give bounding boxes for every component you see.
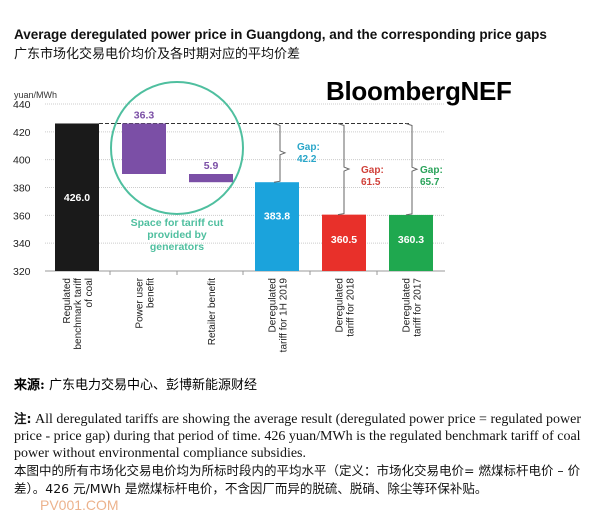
x-tick-label: tariff for 1H 2019 bbox=[279, 278, 290, 353]
chart-title-cn: 广东市场化交易电价均价及各时期对应的平均价差 bbox=[14, 47, 301, 62]
note-label: 注: bbox=[14, 411, 32, 426]
x-tick-label: Deregulated bbox=[335, 278, 346, 332]
source-label: 来源: bbox=[14, 378, 45, 393]
bar-0 bbox=[55, 123, 99, 271]
x-tick-label: Retailer benefit bbox=[207, 278, 218, 345]
bar-2 bbox=[189, 174, 233, 183]
source-text: 广东电力交易中心、彭博新能源财经 bbox=[44, 378, 257, 393]
gap-label: Gap: bbox=[420, 165, 443, 176]
data-label: 426.0 bbox=[64, 192, 90, 204]
data-label: 360.3 bbox=[398, 234, 424, 246]
gap-value: 65.7 bbox=[420, 177, 440, 188]
gap-label: Gap: bbox=[297, 142, 320, 153]
gap-value: 61.5 bbox=[361, 177, 381, 188]
chart-title-en: Average deregulated power price in Guang… bbox=[14, 27, 547, 42]
annotation-text: provided by bbox=[147, 229, 207, 241]
gap-value: 42.2 bbox=[297, 154, 317, 165]
gap-label: Gap: bbox=[361, 165, 384, 176]
watermark: PV001.COM bbox=[40, 497, 119, 513]
y-axis-label: yuan/MWh bbox=[14, 90, 57, 100]
waterfall-chart: yuan/MWh 320 340 360 380 400 420 440 426.0 36.3 5.… bbox=[13, 81, 445, 353]
y-tick-label: 420 bbox=[13, 127, 31, 139]
source-line: 来源: 广东电力交易中心、彭博新能源财经 bbox=[14, 374, 257, 393]
bar-3 bbox=[255, 182, 299, 271]
highlight-circle bbox=[110, 81, 244, 215]
bar-1 bbox=[122, 123, 166, 175]
y-tick-label: 400 bbox=[13, 155, 31, 167]
gap-brace bbox=[405, 123, 419, 216]
x-tick-label: benefit bbox=[146, 278, 157, 308]
data-label: 36.3 bbox=[134, 109, 155, 121]
brand-logo: BloombergNEF bbox=[326, 76, 512, 106]
bar-5 bbox=[389, 214, 433, 271]
note: 注: All deregulated tariffs are showing t… bbox=[14, 410, 594, 498]
y-tick-label: 320 bbox=[13, 266, 31, 278]
x-tick-label: of coal bbox=[84, 278, 95, 307]
x-tick-label: tariff for 2017 bbox=[413, 278, 424, 337]
x-tick-label: tariff for 2018 bbox=[346, 278, 357, 337]
x-tick-label: Deregulated bbox=[402, 278, 413, 332]
annotation-text: generators bbox=[150, 241, 204, 253]
x-tick-label: benchmark tariff bbox=[73, 278, 84, 350]
x-tick-label: Deregulated bbox=[268, 278, 279, 332]
y-tick-label: 360 bbox=[13, 210, 31, 222]
note-cn: 本图中的所有市场化交易电价均为所标时段内的平均水平（定义：市场化交易电价= 燃煤… bbox=[14, 463, 581, 496]
y-tick-label: 440 bbox=[13, 99, 31, 111]
note-en: All deregulated tariffs are showing the … bbox=[14, 412, 582, 461]
x-tick-label: Power user bbox=[135, 277, 146, 328]
y-tick-label: 380 bbox=[13, 183, 31, 195]
data-label: 383.8 bbox=[264, 211, 290, 223]
annotation-text: Space for tariff cut bbox=[131, 217, 224, 229]
x-tick-label: Regulated bbox=[62, 278, 73, 324]
bar-4 bbox=[322, 214, 366, 271]
gap-brace bbox=[337, 123, 351, 216]
data-label: 360.5 bbox=[331, 234, 357, 246]
y-tick-label: 340 bbox=[13, 238, 31, 250]
data-label: 5.9 bbox=[204, 160, 219, 172]
gap-brace bbox=[273, 123, 287, 183]
